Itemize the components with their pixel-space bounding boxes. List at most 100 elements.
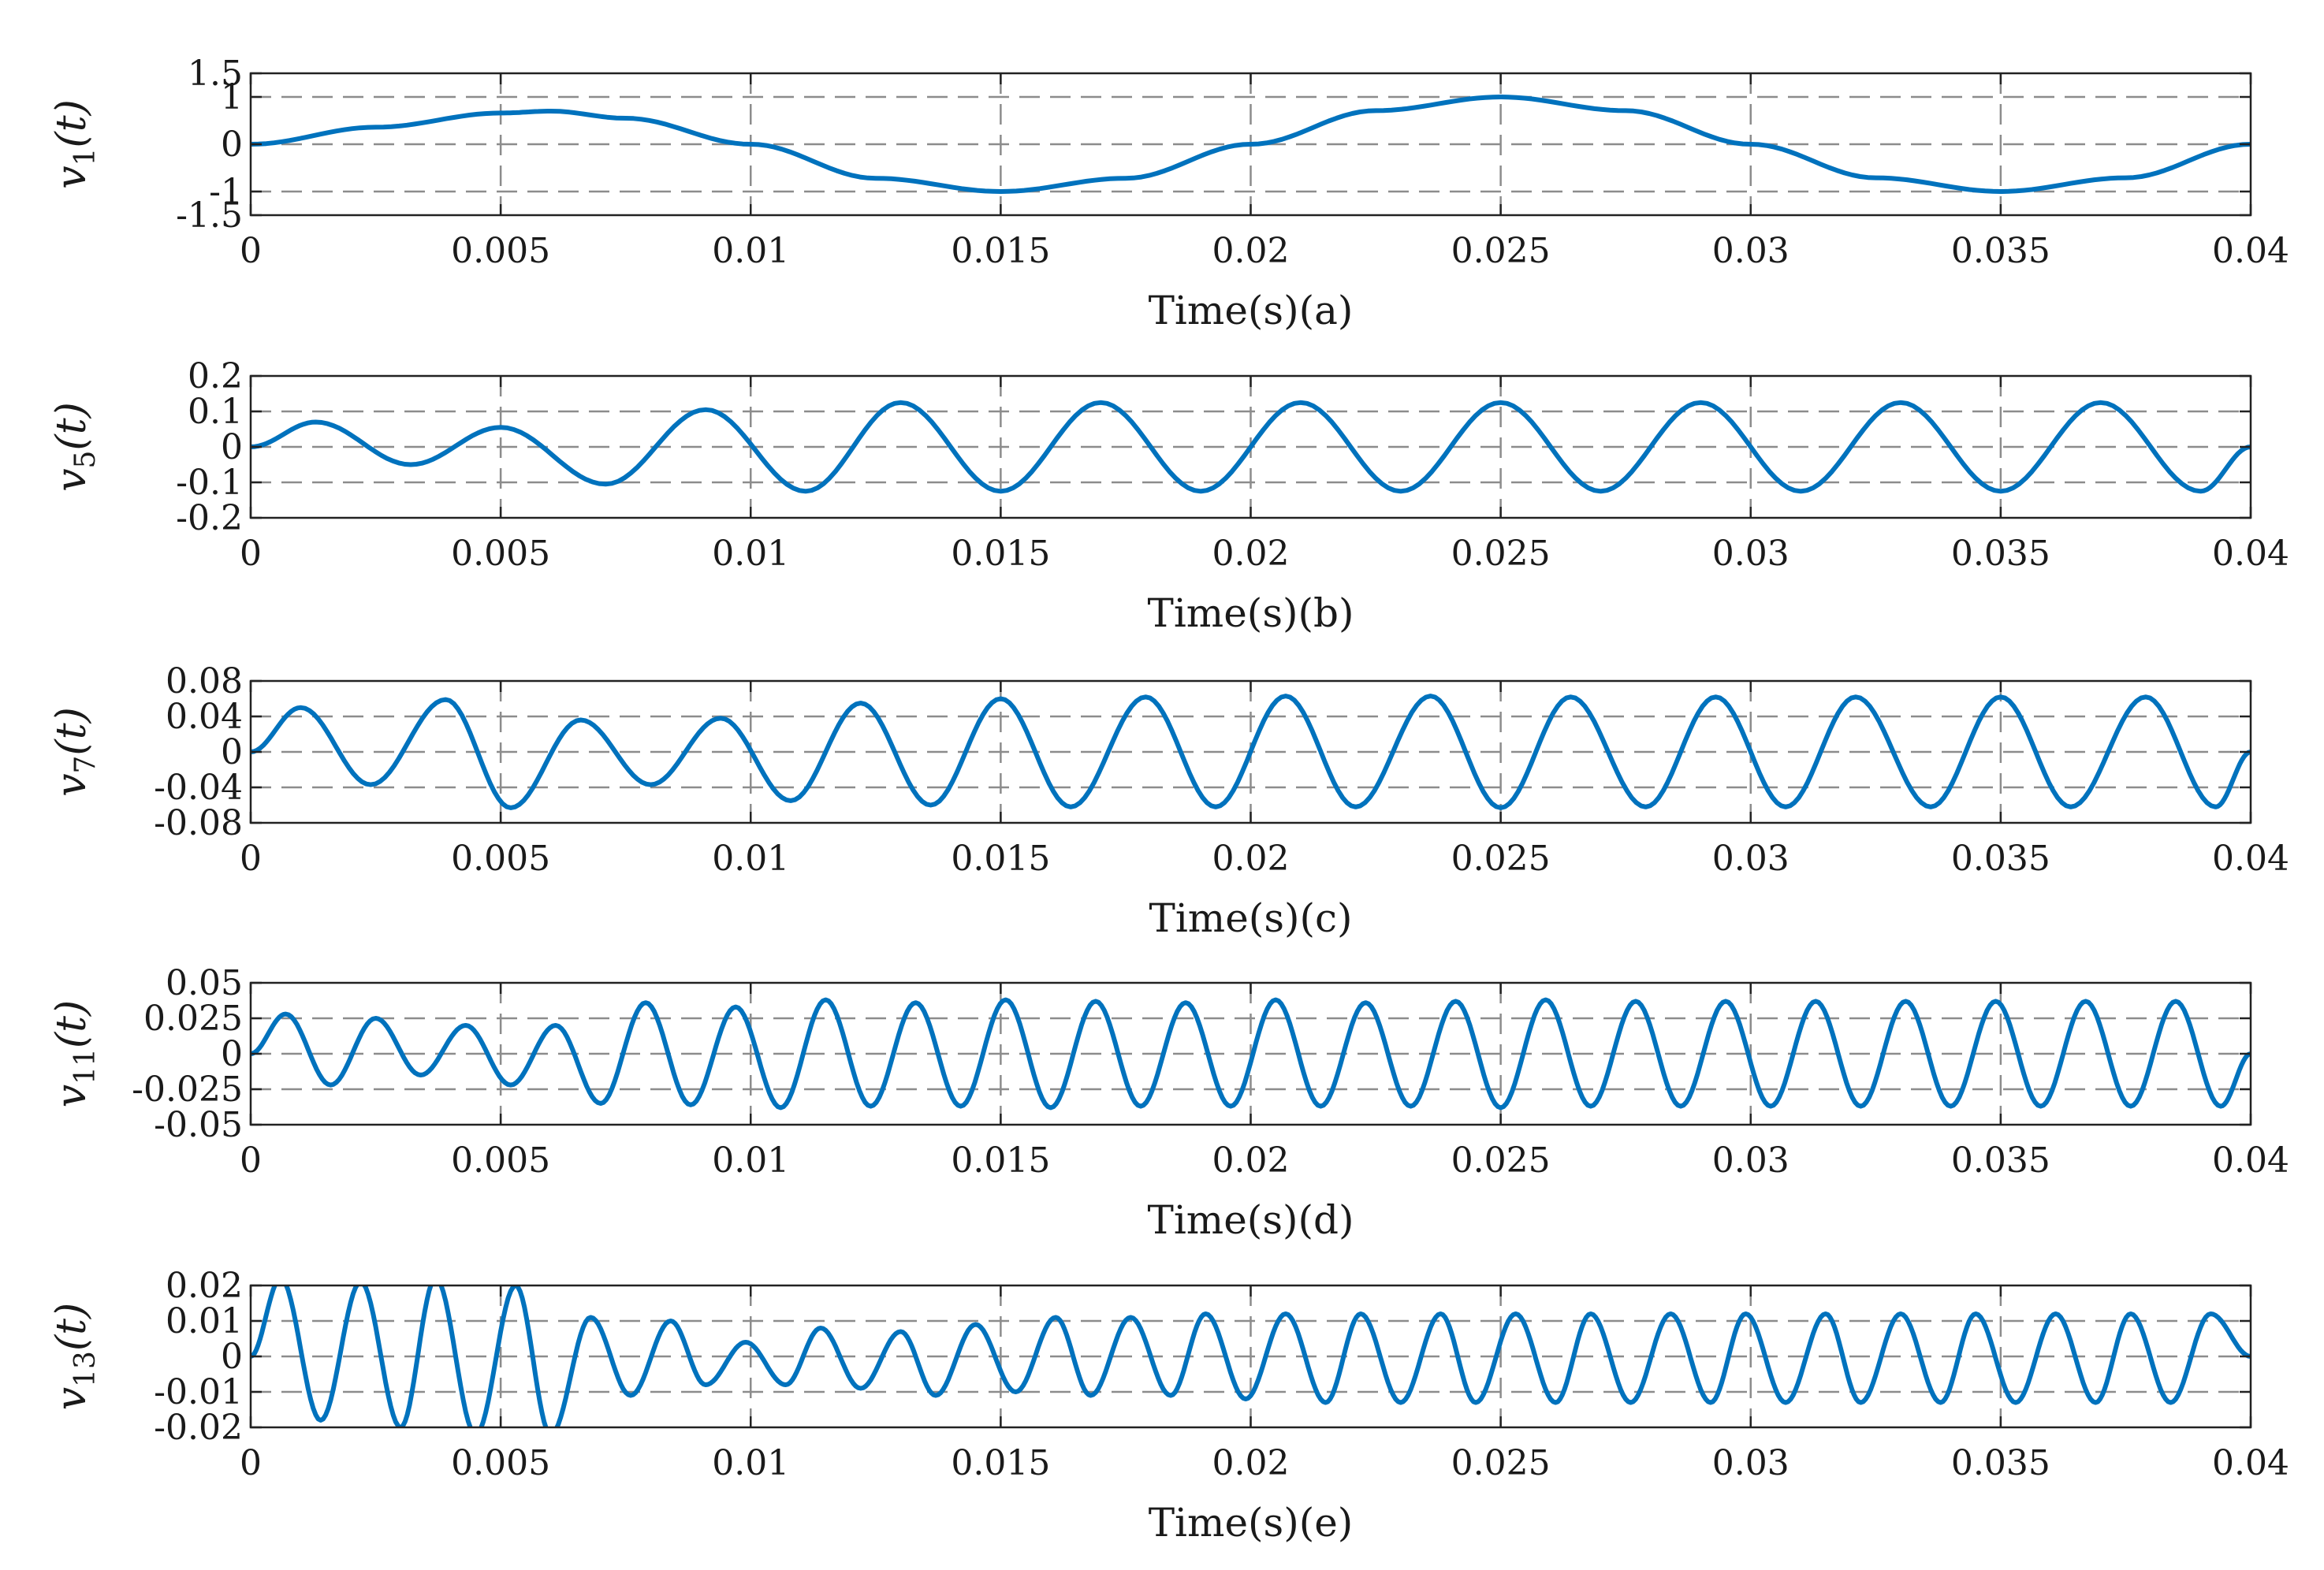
- x-tick-label: 0.02: [1212, 231, 1290, 271]
- x-tick-label: 0.03: [1712, 231, 1790, 271]
- y-axis-label-argument: (t): [48, 402, 95, 450]
- x-tick-label: 0.01: [712, 231, 789, 271]
- y-axis-label-argument: (t): [48, 1303, 95, 1351]
- x-tick-label: 0.04: [2212, 1443, 2289, 1483]
- x-tick-label: 0.03: [1712, 839, 1790, 879]
- x-tick-label: 0.025: [1451, 231, 1551, 271]
- y-tick-label: -0.04: [154, 768, 243, 808]
- y-axis-label: v11(t): [48, 1000, 102, 1108]
- x-tick-label: 0.02: [1212, 839, 1290, 879]
- x-tick-label: 0.035: [1951, 1140, 2050, 1181]
- y-tick-label: 0.2: [188, 356, 243, 396]
- y-tick-label: 0: [221, 427, 243, 467]
- y-axis-label-argument: (t): [48, 1000, 95, 1048]
- x-tick-label: 0.03: [1712, 1443, 1790, 1483]
- x-tick-label: 0.04: [2212, 534, 2289, 574]
- y-tick-label: 0: [221, 1034, 243, 1074]
- series-line-d: [251, 997, 2251, 1111]
- y-tick-label: -0.05: [154, 1105, 243, 1145]
- x-tick-label: 0: [240, 231, 262, 271]
- x-tick-label: 0.015: [951, 231, 1050, 271]
- x-tick-label: 0: [240, 1140, 262, 1181]
- x-tick-label: 0.03: [1712, 1140, 1790, 1181]
- x-tick-label: 0: [240, 534, 262, 574]
- x-tick-label: 0.005: [451, 231, 550, 271]
- y-axis-label-subscript: 5: [69, 451, 102, 469]
- y-axis-label-main: v: [48, 166, 95, 189]
- y-tick-label: 0: [221, 125, 243, 165]
- panel-d: 0 0.005 0.01 0.015 0.02 0.025 0.03 0.035 0.04 0.0…: [48, 963, 2289, 1243]
- y-axis-label-subscript: 7: [69, 756, 102, 774]
- x-tick-label: 0.01: [712, 1443, 789, 1483]
- y-tick-label: -1.5: [176, 195, 243, 236]
- y-tick-label: -0.02: [154, 1408, 243, 1448]
- x-axis-label: Time(s)(d): [1147, 1197, 1354, 1243]
- x-tick-label: 0.025: [1451, 534, 1551, 574]
- x-tick-label: 0.035: [1951, 231, 2050, 271]
- series-line-e: [251, 1285, 2251, 1427]
- y-tick-label: 0: [221, 732, 243, 772]
- y-tick-label: 0.04: [166, 697, 243, 737]
- x-tick-label: 0.04: [2212, 1140, 2289, 1181]
- x-tick-label: 0.035: [1951, 839, 2050, 879]
- y-tick-label: 0.1: [188, 392, 243, 432]
- x-axis-label: Time(s)(c): [1149, 895, 1352, 941]
- y-tick-label: 0.01: [166, 1301, 243, 1341]
- y-axis-label: v5(t): [48, 402, 102, 492]
- series-line-c: [251, 694, 2251, 810]
- x-axis-label: Time(s)(b): [1147, 590, 1354, 636]
- x-tick-label: 0.04: [2212, 231, 2289, 271]
- x-axis-label: Time(s)(a): [1149, 288, 1354, 333]
- y-axis-label-subscript: 13: [69, 1351, 102, 1387]
- x-tick-label: 0.035: [1951, 534, 2050, 574]
- y-tick-label: 0.08: [166, 661, 243, 701]
- x-tick-label: 0.025: [1451, 1140, 1551, 1181]
- y-axis-label-argument: (t): [48, 99, 95, 147]
- y-axis-label: v7(t): [48, 707, 102, 797]
- y-tick-label: 1.5: [188, 54, 243, 94]
- x-tick-label: 0.015: [951, 534, 1050, 574]
- y-tick-label: -0.025: [132, 1070, 243, 1110]
- y-axis-label: v1(t): [48, 99, 102, 189]
- y-tick-label: 0.025: [143, 999, 243, 1039]
- x-tick-label: 0.005: [451, 1140, 550, 1181]
- x-tick-label: 0: [240, 839, 262, 879]
- x-tick-label: 0.005: [451, 1443, 550, 1483]
- y-tick-label: 1: [221, 77, 243, 117]
- y-tick-label: -0.2: [176, 498, 243, 538]
- x-tick-label: 0.025: [1451, 1443, 1551, 1483]
- panel-e: 0 0.005 0.01 0.015 0.02 0.025 0.03 0.035 0.04 0.0…: [48, 1266, 2289, 1546]
- x-tick-label: 0.02: [1212, 1140, 1290, 1181]
- y-axis-label-main: v: [48, 1387, 95, 1410]
- series-line-a: [251, 95, 2251, 194]
- x-tick-label: 0.02: [1212, 1443, 1290, 1483]
- y-axis-label-main: v: [48, 774, 95, 797]
- x-tick-label: 0.04: [2212, 839, 2289, 879]
- x-tick-label: 0.005: [451, 839, 550, 879]
- y-tick-label: -0.01: [154, 1372, 243, 1412]
- y-axis-label-argument: (t): [48, 707, 95, 755]
- y-tick-label: -0.1: [176, 463, 243, 503]
- y-tick-label: -0.08: [154, 803, 243, 843]
- y-axis-label-subscript: 1: [69, 148, 102, 166]
- x-tick-label: 0.01: [712, 1140, 789, 1181]
- y-tick-label: -1: [209, 172, 243, 212]
- series-line-b: [251, 400, 2251, 494]
- y-axis-label-main: v: [48, 1084, 95, 1107]
- x-tick-label: 0.015: [951, 1443, 1050, 1483]
- x-tick-label: 0.025: [1451, 839, 1551, 879]
- x-tick-label: 0.015: [951, 1140, 1050, 1181]
- y-tick-label: 0.05: [166, 963, 243, 1003]
- panel-b: 0 0.005 0.01 0.015 0.02 0.025 0.03 0.035 0.04 0.2…: [48, 356, 2289, 636]
- y-tick-label: 0: [221, 1337, 243, 1377]
- y-axis-label-subscript: 11: [69, 1048, 102, 1084]
- y-axis-label-main: v: [48, 469, 95, 492]
- x-tick-label: 0.015: [951, 839, 1050, 879]
- x-tick-label: 0.02: [1212, 534, 1290, 574]
- panel-c: 0 0.005 0.01 0.015 0.02 0.025 0.03 0.035 0.040.0…: [48, 661, 2289, 941]
- x-tick-label: 0.01: [712, 839, 789, 879]
- x-tick-label: 0.035: [1951, 1443, 2050, 1483]
- y-tick-label: 0.02: [166, 1266, 243, 1306]
- x-tick-label: 0.005: [451, 534, 550, 574]
